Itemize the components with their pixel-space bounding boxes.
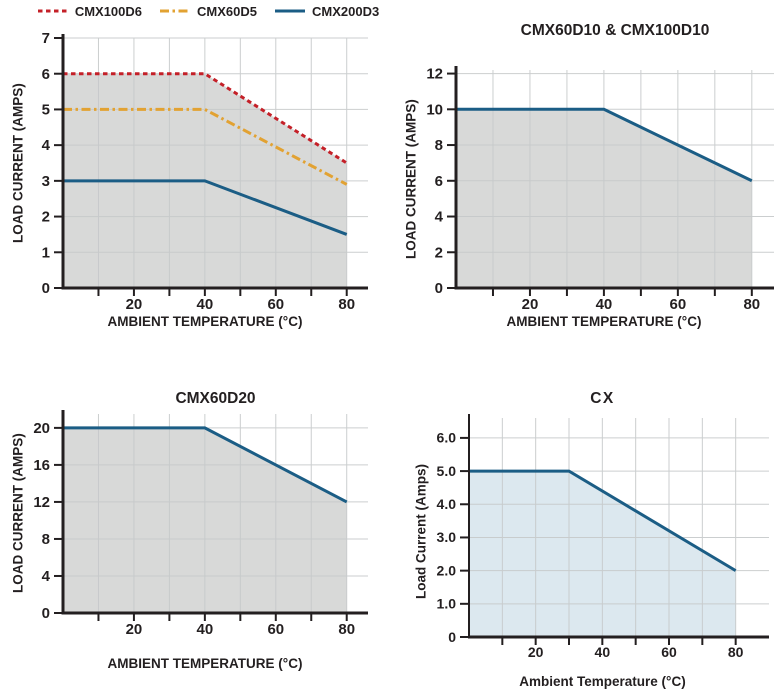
svg-text:40: 40: [595, 644, 611, 660]
svg-text:20: 20: [528, 644, 544, 660]
svg-text:1.0: 1.0: [437, 596, 457, 612]
svg-text:20: 20: [33, 420, 50, 437]
svg-text:7: 7: [42, 30, 50, 47]
chart-cmx60d10-cmx100d10: CMX60D10 & CMX100D10 LOAD CURRENT (AMPS)…: [389, 0, 778, 350]
svg-text:60: 60: [267, 296, 284, 313]
tick-labels: 0 2 4 6 8 10 12 20 40 60 80: [426, 66, 760, 313]
svg-text:20: 20: [126, 296, 143, 313]
axes: [454, 66, 774, 290]
axes: [468, 414, 769, 639]
svg-text:60: 60: [661, 644, 677, 660]
svg-text:0: 0: [435, 280, 443, 297]
legend-item-cmx60d5: CMX60D5: [159, 4, 257, 19]
series-line-cmx200d3: [63, 179, 348, 236]
svg-text:80: 80: [743, 296, 760, 313]
chart-cx: CX Load Current (Amps) 0 1.0 2.0 3.0 4.0 5.0 6…: [389, 350, 778, 694]
tick-marks: [460, 436, 737, 645]
legend-swatch-blue-solid-icon: [274, 9, 305, 13]
svg-text:2: 2: [435, 244, 443, 261]
x-axis-label: AMBIENT TEMPERATURE (°C): [107, 656, 303, 671]
tick-marks: [54, 37, 348, 296]
gridlines: [63, 37, 368, 288]
x-axis-label: AMBIENT TEMPERATURE (°C): [506, 314, 702, 329]
tick-marks: [54, 426, 348, 621]
series-line-cmx60d5: [63, 107, 348, 186]
svg-text:6: 6: [42, 66, 50, 83]
legend-swatch-red-dashed-icon: [37, 9, 68, 13]
legend-swatch-orange-dashdot-icon: [160, 9, 191, 13]
svg-text:40: 40: [596, 296, 613, 313]
svg-text:5.0: 5.0: [437, 463, 457, 479]
svg-text:2.0: 2.0: [437, 562, 457, 578]
svg-text:80: 80: [728, 644, 744, 660]
series-line-cmx60d10-cmx100d10: [456, 107, 753, 183]
plot-canvas-cmx60d10-cmx100d10: 0 2 4 6 8 10 12 20 40 60 80: [426, 66, 774, 313]
svg-text:1: 1: [42, 244, 50, 261]
svg-text:10: 10: [426, 101, 443, 118]
svg-text:6.0: 6.0: [437, 430, 457, 446]
svg-text:12: 12: [426, 66, 443, 83]
plot-canvas-cx: 0 1.0 2.0 3.0 4.0 5.0 6.0 20 40 60 80: [437, 414, 769, 660]
svg-text:80: 80: [338, 621, 355, 638]
svg-text:5: 5: [42, 102, 50, 119]
svg-text:4.0: 4.0: [437, 496, 457, 512]
series-line-cx: [469, 469, 737, 572]
tick-labels: 0 1.0 2.0 3.0 4.0 5.0 6.0 20 40 60 80: [437, 430, 744, 660]
svg-text:6: 6: [435, 173, 443, 190]
svg-text:80: 80: [338, 296, 355, 313]
legend-item-cmx100d6: CMX100D6: [37, 4, 142, 19]
legend-label-cmx200d3: CMX200D3: [311, 3, 380, 19]
svg-text:0: 0: [42, 605, 50, 622]
legend-label-cmx100d6: CMX100D6: [74, 3, 143, 19]
svg-text:4: 4: [435, 209, 444, 226]
x-axis-label: AMBIENT TEMPERATURE (°C): [107, 314, 303, 329]
svg-text:20: 20: [522, 296, 539, 313]
tick-labels: 0 4 8 12 16 20 20 40 60 80: [33, 420, 355, 638]
svg-text:60: 60: [267, 621, 284, 638]
svg-text:4: 4: [42, 568, 51, 585]
x-axis-label: Ambient Temperature (°C): [519, 674, 686, 689]
chart-title: CMX60D10 & CMX100D10: [520, 22, 710, 39]
svg-text:8: 8: [435, 137, 443, 154]
svg-text:0: 0: [448, 629, 456, 645]
series-line-cmx60d20: [63, 426, 348, 504]
svg-text:16: 16: [33, 457, 50, 474]
tick-marks: [447, 72, 753, 296]
svg-text:4: 4: [42, 137, 51, 154]
chart-cmx100d6-cmx60d5-cmx200d3: CMX100D6 CMX60D5 CMX200D3 LOAD CURRENT (…: [0, 0, 389, 350]
plot-canvas-cmx-small: 0 1 2 3 4 5 6 7 20 40 60 80: [42, 30, 368, 313]
axes: [61, 34, 368, 290]
axes: [61, 410, 368, 615]
svg-text:20: 20: [126, 621, 143, 638]
svg-text:2: 2: [42, 209, 50, 226]
svg-text:3: 3: [42, 173, 50, 190]
chart-title: CX: [590, 390, 615, 407]
svg-text:60: 60: [670, 296, 687, 313]
svg-text:12: 12: [33, 494, 50, 511]
tick-labels: 0 1 2 3 4 5 6 7 20 40 60 80: [42, 30, 355, 313]
legend: CMX100D6 CMX60D5 CMX200D3: [37, 2, 379, 20]
chart-cmx60d20: CMX60D20 LOAD CURRENT (AMPS) 0 4 8 12 16 20 20…: [0, 350, 389, 694]
svg-text:40: 40: [197, 621, 214, 638]
legend-label-cmx60d5: CMX60D5: [197, 3, 257, 19]
svg-text:3.0: 3.0: [437, 529, 457, 545]
plot-canvas-cmx60d20: 0 4 8 12 16 20 20 40 60 80: [33, 410, 368, 638]
legend-item-cmx200d3: CMX200D3: [274, 4, 379, 19]
svg-text:0: 0: [42, 280, 50, 297]
svg-text:8: 8: [42, 531, 50, 548]
svg-text:40: 40: [197, 296, 214, 313]
chart-title: CMX60D20: [175, 390, 256, 407]
